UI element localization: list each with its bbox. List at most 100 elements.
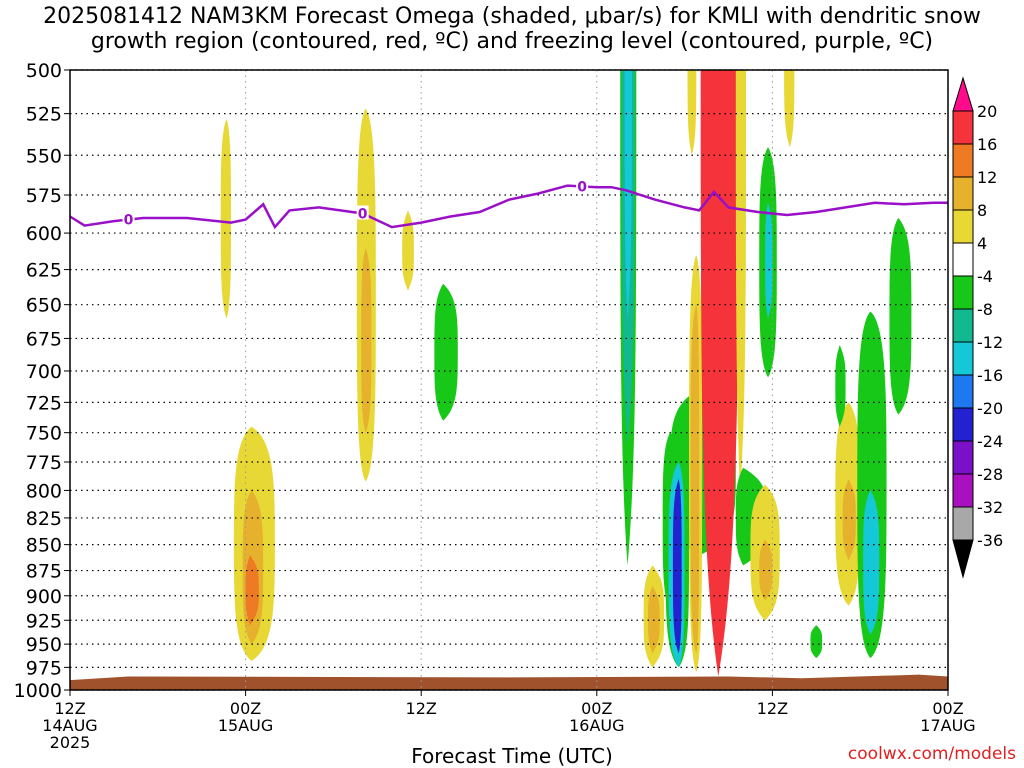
- omega-region-29: [810, 625, 823, 659]
- x-tick-label: 2025: [50, 733, 91, 752]
- colorbar-bin: [952, 176, 974, 211]
- omega-region-10: [624, 70, 632, 319]
- freezing-label-bg: [356, 205, 369, 220]
- omega-region-0: [220, 118, 231, 319]
- plot-frame: [69, 69, 949, 691]
- y-tick-label: 925: [26, 610, 62, 632]
- y-tick-label: 550: [26, 145, 62, 167]
- colorbar-bin: [952, 341, 974, 376]
- y-tick-label: 675: [26, 328, 62, 350]
- chart-title: 2025081412 NAM3KM Forecast Omega (shaded…: [0, 4, 1024, 54]
- omega-region-22: [735, 70, 747, 491]
- x-axis-label: Forecast Time (UTC): [411, 744, 613, 768]
- omega-region-7: [434, 283, 458, 421]
- y-tick-label: 750: [26, 423, 62, 445]
- omega-region-33: [863, 490, 880, 635]
- y-tick-label: 850: [26, 535, 62, 557]
- x-tick-label: 00Z: [230, 699, 261, 718]
- y-tick-label: 575: [26, 185, 62, 207]
- colorbar-label: -28: [977, 465, 1003, 484]
- colorbar-bin: [952, 143, 974, 178]
- y-tick-label: 500: [26, 60, 62, 82]
- y-tick-label: 800: [26, 480, 62, 502]
- y-tick-label: 650: [26, 295, 62, 317]
- y-tick-label: 525: [26, 104, 62, 126]
- colorbar-bin: [952, 407, 974, 442]
- omega-region-20: [690, 304, 700, 654]
- ground-fill: [70, 674, 948, 690]
- y-tick-label: 600: [26, 223, 62, 245]
- colorbar-arrow-bottom: [952, 539, 974, 579]
- freezing-label-bg: [576, 178, 589, 193]
- y-axis: 500 525 550 575 600 625 650 675 700 725 750 775 800 8…: [14, 60, 70, 702]
- omega-region-14: [648, 585, 660, 654]
- y-tick-label: 775: [26, 452, 62, 474]
- omega-region-2: [361, 247, 372, 433]
- y-tick-label: 1000: [14, 680, 62, 702]
- omega-regions: [220, 70, 912, 677]
- omega-region-6: [245, 555, 259, 626]
- x-tick-label: 00Z: [932, 699, 963, 718]
- x-tick-label: 12Z: [757, 699, 788, 718]
- y-tick-label: 625: [26, 260, 62, 282]
- chart-title-line2: growth region (contoured, red, ºC) and f…: [90, 29, 934, 54]
- colorbar-bin: [952, 506, 974, 541]
- colorbar-bin: [952, 242, 974, 277]
- omega-region-28: [784, 70, 795, 148]
- colorbar-label: -32: [977, 498, 1003, 517]
- colorbar-bin: [952, 275, 974, 310]
- colorbar-bin: [952, 440, 974, 475]
- y-tick-label: 725: [26, 392, 62, 414]
- omega-region-34: [835, 345, 846, 427]
- colorbar-bin: [952, 209, 974, 244]
- y-tick-label: 875: [26, 561, 62, 583]
- omega-region-27: [759, 539, 773, 601]
- x-tick-label: 15AUG: [218, 716, 273, 735]
- freezing-level-label: 0: [577, 179, 587, 195]
- freezing-level-label: 0: [124, 213, 134, 229]
- colorbar-label: -36: [977, 531, 1003, 550]
- omega-region-18: [687, 70, 697, 156]
- colorbar-bin: [952, 308, 974, 343]
- colorbar-label: 8: [977, 201, 987, 220]
- colorbar-bin: [952, 473, 974, 508]
- y-tick-label: 975: [26, 657, 62, 679]
- omega-region-35: [889, 218, 912, 415]
- y-tick-label: 900: [26, 586, 62, 608]
- x-tick-label: 00Z: [581, 699, 612, 718]
- colorbar-label: -8: [977, 300, 993, 319]
- freezing-level-line: [69, 184, 948, 230]
- omega-region-17: [672, 479, 682, 654]
- colorbar-label: -24: [977, 432, 1003, 451]
- x-tick-label: 16AUG: [569, 716, 624, 735]
- freezing-label-bg: [122, 211, 135, 226]
- colorbar-label: 16: [977, 135, 997, 154]
- plot-area: [70, 70, 948, 690]
- colorbar: 20 16 12 8 4 -4 -8 -12 -16 -20 -24 -28 -32 -36: [952, 76, 1003, 579]
- x-tick-label: 12Z: [54, 699, 85, 718]
- colorbar-label: -20: [977, 399, 1003, 418]
- y-tick-label: 950: [26, 634, 62, 656]
- x-tick-label: 17AUG: [920, 716, 975, 735]
- colorbar-label: 12: [977, 168, 997, 187]
- colorbar-label: -16: [977, 366, 1003, 385]
- credit-text: coolwx.com/models: [847, 744, 1016, 764]
- omega-region-25: [765, 202, 773, 319]
- x-tick-label: 12Z: [406, 699, 437, 718]
- y-tick-label: 700: [26, 361, 62, 383]
- colorbar-arrow-top: [952, 76, 974, 112]
- colorbar-label: 20: [977, 102, 997, 121]
- omega-region-3: [402, 210, 414, 291]
- y-tick-label: 825: [26, 508, 62, 530]
- freezing-level-label: 0: [358, 206, 368, 222]
- ground-terrain: [70, 674, 948, 690]
- colorbar-label: -12: [977, 333, 1003, 352]
- colorbar-label: 4: [977, 234, 987, 253]
- colorbar-label: -4: [977, 267, 993, 286]
- omega-region-21: [700, 70, 739, 677]
- x-tick-label: 14AUG: [42, 716, 97, 735]
- colorbar-bin: [952, 374, 974, 409]
- chart-title-line1: 2025081412 NAM3KM Forecast Omega (shaded…: [43, 4, 981, 29]
